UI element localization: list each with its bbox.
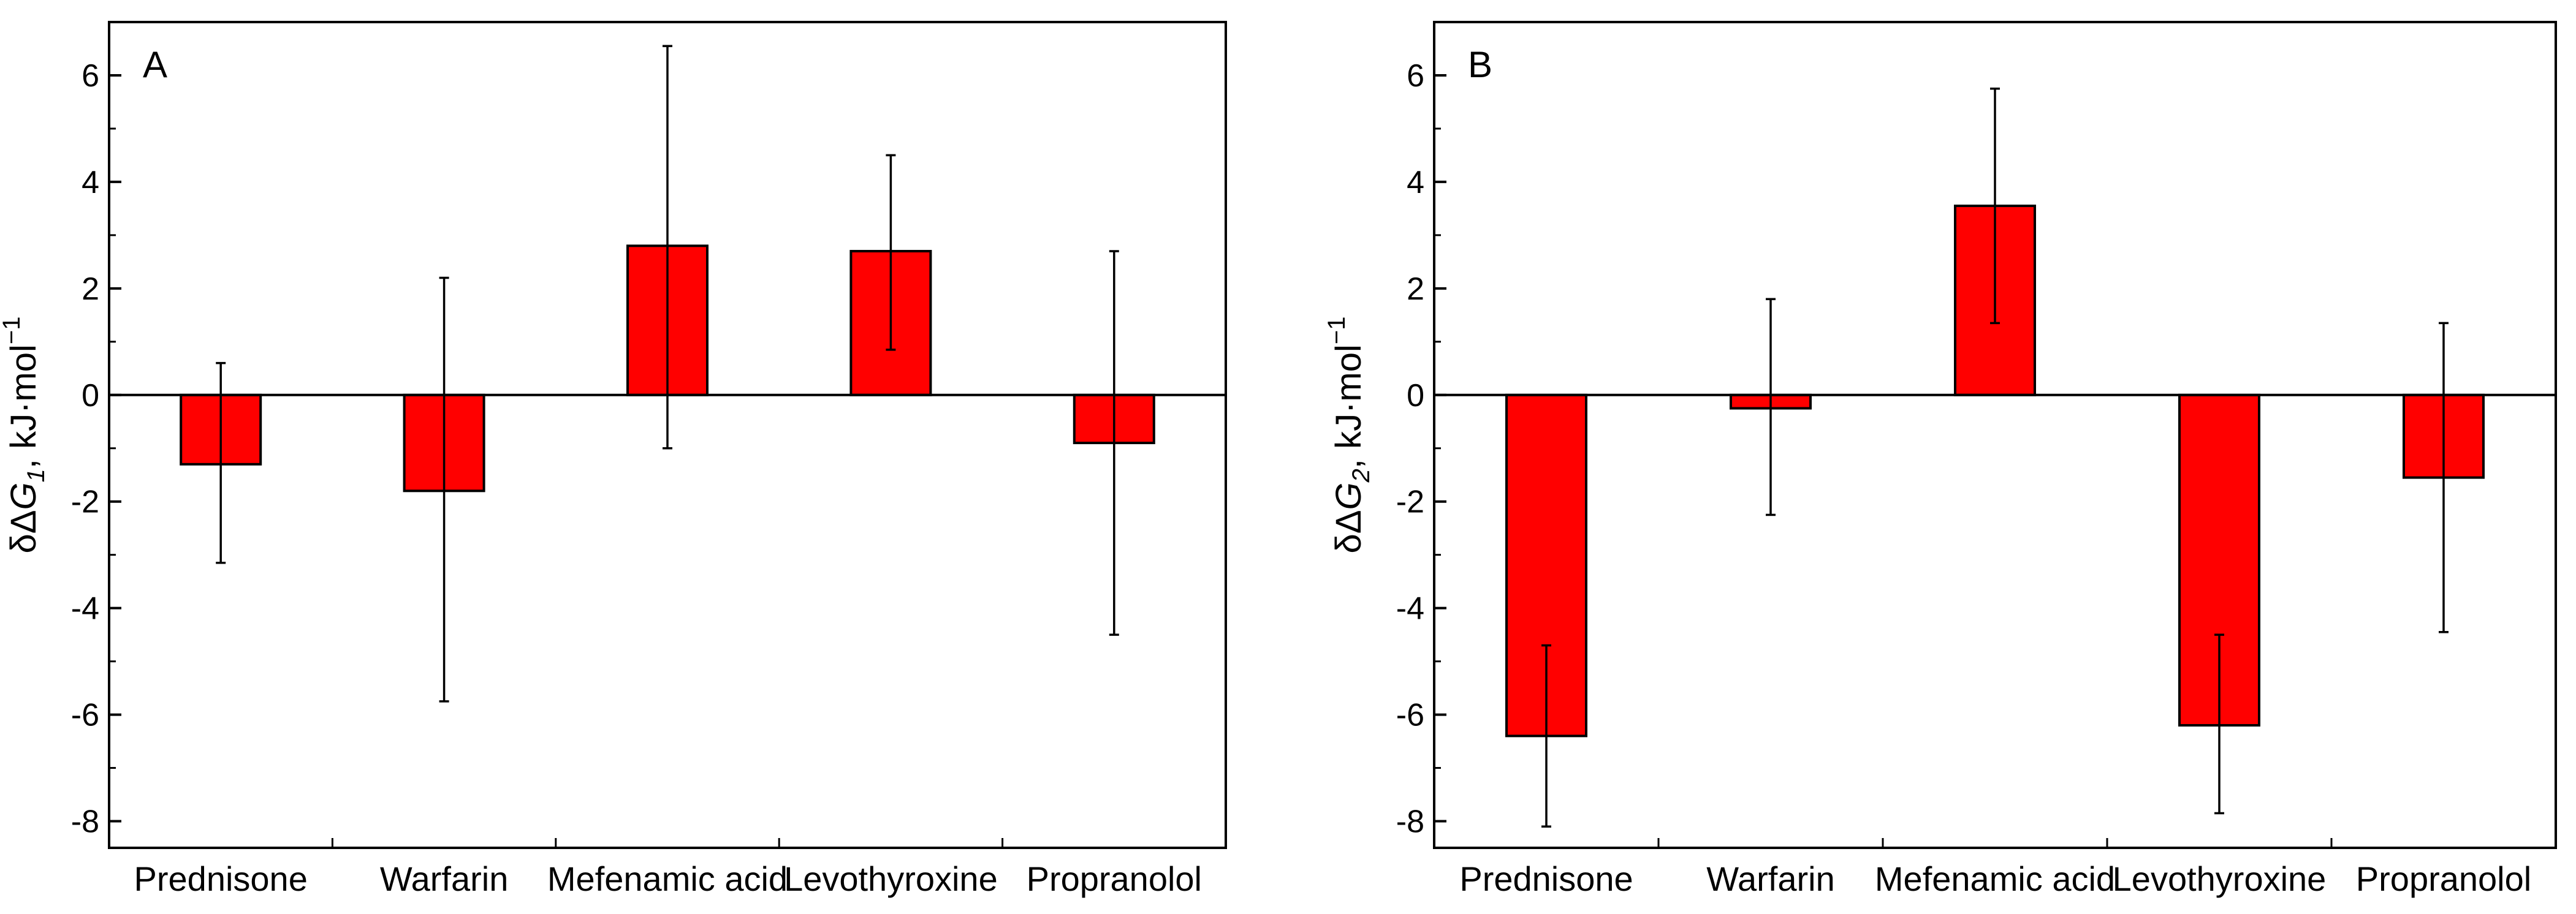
y-tick-label: 4	[1407, 165, 1424, 200]
y-axis-title: δΔG1, kJ·mol−1	[0, 316, 50, 553]
y-tick-label: 0	[82, 378, 99, 414]
category-label: Levothyroxine	[2113, 859, 2327, 898]
category-label: Levothyroxine	[784, 859, 998, 898]
plot-frame	[1433, 21, 2557, 849]
category-label: Mefenamic acid	[1875, 859, 2115, 898]
y-tick-label: 4	[82, 165, 99, 200]
y-tick-label: -8	[71, 804, 99, 840]
y-tick-label: -8	[1396, 804, 1424, 840]
category-label: Propranolol	[1027, 859, 1202, 898]
y-tick-label: -6	[71, 698, 99, 733]
category-label: Mefenamic acid	[547, 859, 788, 898]
category-label: Prednisone	[134, 859, 308, 898]
y-axis-title: δΔG2, kJ·mol−1	[1323, 316, 1375, 553]
y-tick-label: -2	[1396, 485, 1424, 520]
y-tick-label: 6	[1407, 58, 1424, 94]
y-tick-label: -2	[71, 485, 99, 520]
y-tick-label: 2	[1407, 271, 1424, 307]
y-tick-label: 6	[82, 58, 99, 94]
y-tick-label: 0	[1407, 378, 1424, 414]
chart-panel-b: -8 -6 -4 -2 0 2 4 6 Prednisone Warfarin Mefenamic …	[1323, 21, 2557, 898]
y-tick-label: -4	[1396, 591, 1424, 627]
y-tick-label: -4	[71, 591, 99, 627]
y-tick-label: -6	[1396, 698, 1424, 733]
plot-frame	[108, 21, 1227, 849]
category-label: Warfarin	[380, 859, 509, 898]
category-label: Prednisone	[1459, 859, 1633, 898]
panel-label: B	[1468, 44, 1492, 85]
panel-label: A	[143, 44, 167, 85]
category-label: Propranolol	[2356, 859, 2531, 898]
chart-panel-a: -8 -6 -4 -2 0 2 4 6 Prednisone Warfarin Mefenamic …	[0, 21, 1227, 898]
category-label: Warfarin	[1706, 859, 1835, 898]
y-tick-label: 2	[82, 271, 99, 307]
